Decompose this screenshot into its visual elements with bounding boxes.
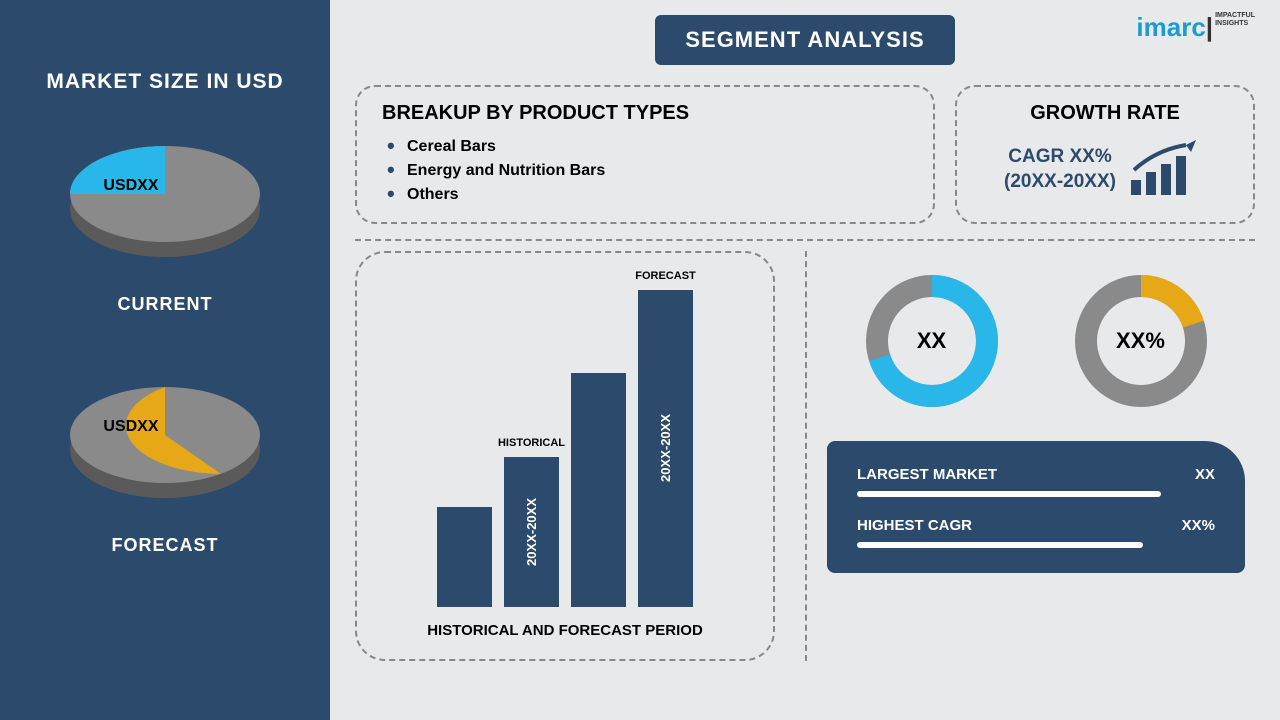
bar <box>571 373 626 607</box>
info-bar <box>857 542 1143 548</box>
pie-chart: USDXX <box>55 124 275 274</box>
historical-box: HISTORICAL20XX-20XXFORECAST20XX-20XX HIS… <box>355 251 775 661</box>
growth-line2: (20XX-20XX) <box>1004 170 1116 195</box>
breakup-list: Cereal BarsEnergy and Nutrition BarsOthe… <box>382 135 908 207</box>
breakup-item: Cereal Bars <box>382 135 908 159</box>
bars-area: HISTORICAL20XX-20XXFORECAST20XX-20XX <box>377 273 753 607</box>
logo-tag2: INSIGHTS <box>1215 20 1248 27</box>
info-value: XX% <box>1182 517 1215 534</box>
breakup-box: BREAKUP BY PRODUCT TYPES Cereal BarsEner… <box>355 85 935 224</box>
bar-vtext: 20XX-20XX <box>658 414 673 482</box>
divider-v <box>805 251 807 661</box>
divider-h <box>355 239 1255 241</box>
bar-vtext: 20XX-20XX <box>524 498 539 566</box>
donut-center: XX% <box>1116 328 1165 354</box>
info-label: HIGHEST CAGR <box>857 517 972 534</box>
bar: HISTORICAL20XX-20XX <box>504 457 559 607</box>
donut-chart: XX <box>862 271 1002 411</box>
bar-toplabel: HISTORICAL <box>498 437 565 449</box>
growth-box: GROWTH RATE CAGR XX% (20XX-20XX) <box>955 85 1255 224</box>
info-row: HIGHEST CAGR XX% <box>857 517 1215 534</box>
pie-chart: USDXX <box>55 365 275 515</box>
breakup-title: BREAKUP BY PRODUCT TYPES <box>382 102 908 125</box>
info-card: LARGEST MARKET XX HIGHEST CAGR XX% <box>827 441 1245 573</box>
donut-center: XX <box>917 328 946 354</box>
pie-caption: FORECAST <box>55 535 275 556</box>
growth-line1: CAGR XX% <box>1004 145 1116 170</box>
brand-logo: imarc|IMPACTFULINSIGHTS <box>1136 12 1255 43</box>
info-value: XX <box>1195 466 1215 483</box>
bar-toplabel: FORECAST <box>635 270 696 282</box>
market-size-title: MARKET SIZE IN USD <box>46 70 283 94</box>
breakup-item: Energy and Nutrition Bars <box>382 159 908 183</box>
info-row: LARGEST MARKET XX <box>857 466 1215 483</box>
metrics-area: XX XX% LARGEST MARKET XX HIGHEST CAGR XX% <box>817 251 1255 661</box>
info-bar <box>857 491 1161 497</box>
logo-text: imarc <box>1136 12 1205 42</box>
growth-icon <box>1126 140 1206 200</box>
pie-label: USDXX <box>103 177 158 195</box>
growth-text: CAGR XX% (20XX-20XX) <box>1004 145 1116 194</box>
growth-title: GROWTH RATE <box>977 102 1233 125</box>
breakup-item: Others <box>382 183 908 207</box>
bar <box>437 507 492 607</box>
left-panel: MARKET SIZE IN USD USDXX CURRENT USDXX F… <box>0 0 330 720</box>
hist-caption: HISTORICAL AND FORECAST PERIOD <box>427 622 703 639</box>
right-panel: imarc|IMPACTFULINSIGHTS SEGMENT ANALYSIS… <box>330 0 1280 720</box>
donuts-row: XX XX% <box>827 271 1245 411</box>
info-label: LARGEST MARKET <box>857 466 997 483</box>
segment-banner: SEGMENT ANALYSIS <box>655 15 954 65</box>
pie-caption: CURRENT <box>55 294 275 315</box>
logo-tag1: IMPACTFUL <box>1215 12 1255 19</box>
donut-chart: XX% <box>1071 271 1211 411</box>
bar: FORECAST20XX-20XX <box>638 290 693 607</box>
pie-label: USDXX <box>103 418 158 436</box>
